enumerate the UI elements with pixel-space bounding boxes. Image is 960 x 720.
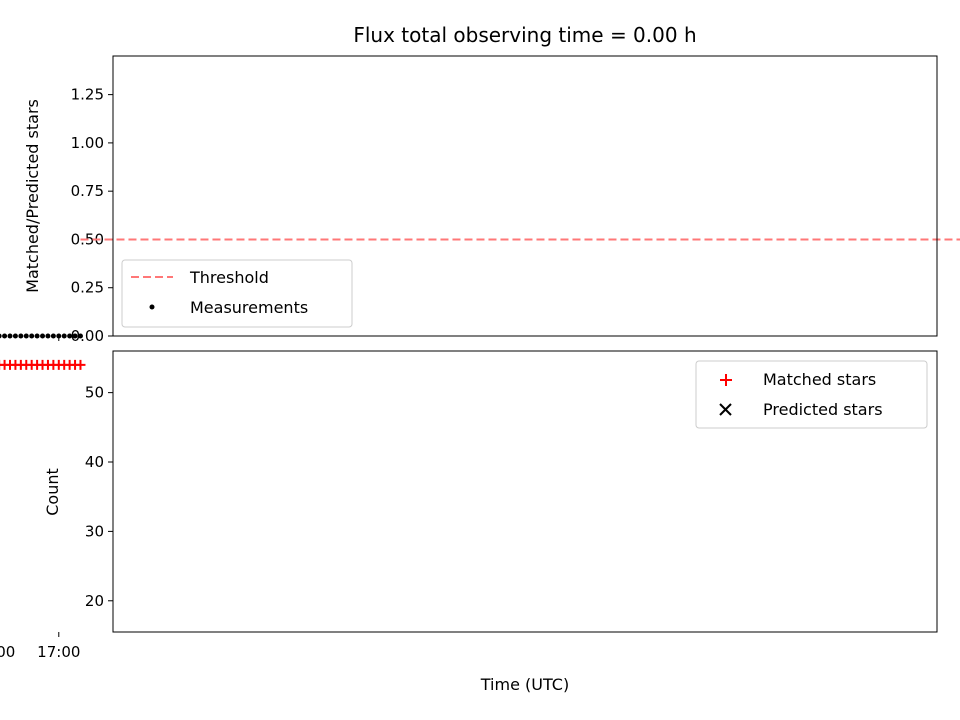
measurement-point — [50, 333, 56, 339]
measurement-point — [0, 333, 2, 339]
bottom-x-ticks: 17:0018:0019:0020:0021:0022:0023:0000:00… — [0, 632, 80, 661]
x-tick-label: 17:00 — [37, 643, 80, 661]
measurement-point — [18, 333, 24, 339]
measurement-point — [77, 333, 83, 339]
chart-title: Flux total observing time = 0.00 h — [353, 23, 696, 47]
top-ytick-label: 0.00 — [71, 327, 104, 345]
top-ytick-label: 1.00 — [71, 134, 104, 152]
bottom-y-axis-label: Count — [43, 468, 62, 516]
top-plot-area — [0, 238, 960, 339]
bottom-plot-area — [0, 359, 86, 370]
bottom-ytick-label: 50 — [85, 384, 104, 402]
top-ytick-label: 1.25 — [71, 86, 104, 104]
matched-legend-label: Matched stars — [763, 370, 876, 389]
bottom-y-ticks: 20 30 40 50 — [85, 384, 113, 610]
measurement-point — [56, 333, 62, 339]
measurement-point — [12, 333, 18, 339]
top-ytick-label: 0.25 — [71, 279, 104, 297]
x-tick-label: 18:00 — [0, 643, 15, 661]
measurement-point — [29, 333, 35, 339]
top-axes-frame — [112, 55, 938, 337]
measurement-point — [45, 333, 51, 339]
measurement-point — [72, 333, 78, 339]
bottom-legend: Matched stars Predicted stars — [695, 360, 928, 429]
bottom-ytick-label: 20 — [85, 592, 104, 610]
top-legend: Threshold Measurements — [121, 259, 353, 328]
top-ytick-label: 0.75 — [71, 182, 104, 200]
measurement-point — [23, 333, 29, 339]
bottom-ytick-label: 40 — [85, 453, 104, 471]
measurement-point — [67, 333, 73, 339]
measurement-point — [2, 333, 8, 339]
bottom-ytick-label: 30 — [85, 522, 104, 540]
measurements-legend-swatch — [149, 304, 155, 310]
bottom-legend-box — [695, 360, 928, 429]
bottom-axes-frame — [112, 350, 938, 633]
measurement-point — [61, 333, 67, 339]
measurement-point — [7, 333, 13, 339]
matched-legend-swatch — [720, 374, 732, 386]
matched-star-point — [0, 359, 5, 370]
top-y-axis-label: Matched/Predicted stars — [23, 99, 42, 293]
top-legend-box — [121, 259, 353, 328]
measurement-point — [34, 333, 40, 339]
top-y-ticks: 0.000.250.500.751.001.25 — [71, 86, 113, 345]
predicted-legend-swatch — [719, 403, 732, 416]
measurement-point — [40, 333, 46, 339]
threshold-legend-label: Threshold — [189, 268, 269, 287]
predicted-legend-label: Predicted stars — [763, 400, 883, 419]
measurements-legend-label: Measurements — [190, 298, 308, 317]
x-axis-label: Time (UTC) — [480, 675, 569, 694]
